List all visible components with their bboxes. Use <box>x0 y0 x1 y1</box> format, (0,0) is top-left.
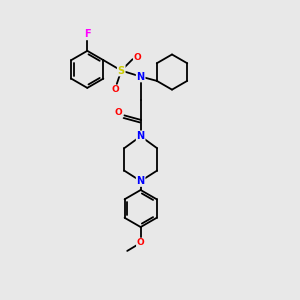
Text: S: S <box>118 66 125 76</box>
Text: O: O <box>137 238 145 247</box>
Text: N: N <box>136 71 145 82</box>
Text: N: N <box>136 131 145 141</box>
Text: F: F <box>84 29 91 39</box>
Text: O: O <box>111 85 119 94</box>
Text: O: O <box>134 53 142 62</box>
Text: N: N <box>136 176 145 186</box>
Text: O: O <box>115 108 123 117</box>
